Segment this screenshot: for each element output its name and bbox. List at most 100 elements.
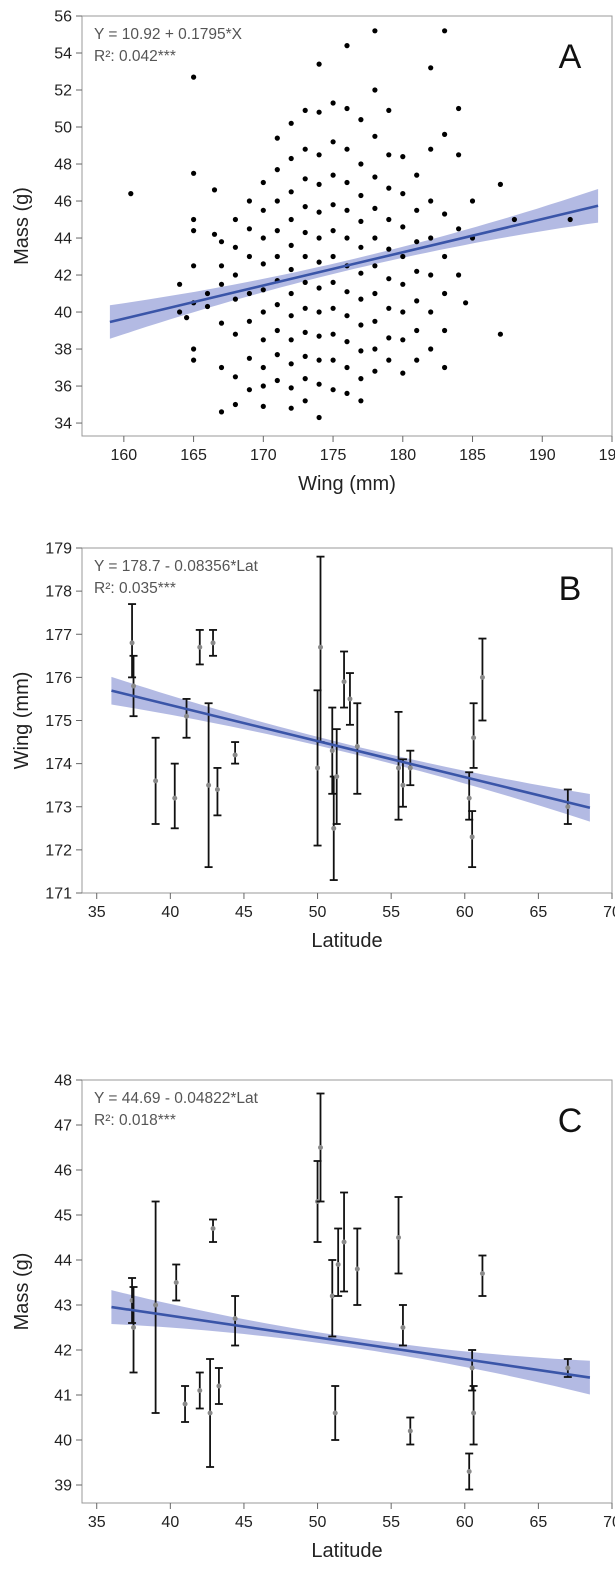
error-bar bbox=[195, 629, 204, 666]
data-point bbox=[191, 216, 197, 223]
data-point bbox=[260, 337, 266, 343]
error-bar bbox=[129, 654, 138, 718]
data-point bbox=[260, 261, 266, 267]
regression-equation: Y = 44.69 - 0.04822*Lat bbox=[94, 1090, 259, 1107]
data-point bbox=[288, 120, 294, 126]
x-tick-label: 55 bbox=[382, 904, 400, 921]
mean-marker bbox=[331, 825, 337, 831]
x-tick-label: 40 bbox=[161, 1514, 179, 1531]
data-point bbox=[428, 309, 434, 315]
x-tick-label: 35 bbox=[88, 904, 106, 921]
mean-marker bbox=[354, 743, 360, 749]
data-point bbox=[191, 263, 197, 269]
data-point bbox=[344, 105, 350, 112]
mean-marker bbox=[469, 1365, 475, 1371]
data-point bbox=[177, 309, 183, 315]
data-point bbox=[372, 368, 378, 374]
data-point bbox=[386, 357, 392, 363]
mean-marker bbox=[329, 1293, 335, 1299]
x-tick-label: 50 bbox=[309, 1514, 327, 1531]
data-point bbox=[246, 318, 252, 324]
mean-marker bbox=[232, 1316, 238, 1321]
r-squared-label: R²: 0.035*** bbox=[94, 580, 176, 597]
y-tick-label: 47 bbox=[54, 1118, 72, 1135]
data-point bbox=[191, 74, 197, 80]
error-bar bbox=[469, 702, 478, 769]
x-axis-label: Latitude bbox=[311, 930, 382, 952]
x-axis: 35 40 45 50 55 60 65 70 bbox=[88, 893, 615, 921]
x-axis-label: Wing (mm) bbox=[298, 473, 396, 495]
panel-letter: A bbox=[559, 38, 582, 76]
data-point bbox=[400, 337, 406, 343]
data-point bbox=[191, 357, 197, 363]
x-tick-label: 50 bbox=[309, 904, 327, 921]
data-point bbox=[246, 198, 252, 204]
data-point bbox=[191, 346, 197, 352]
y-tick-label: 48 bbox=[54, 157, 72, 174]
error-bar bbox=[394, 710, 403, 821]
y-axis: 39 40 41 42 43 44 45 46 47 48 bbox=[54, 1073, 82, 1495]
mean-marker bbox=[400, 782, 406, 788]
mean-marker bbox=[479, 1271, 485, 1276]
data-point bbox=[372, 205, 378, 211]
data-point bbox=[330, 228, 336, 234]
data-point bbox=[288, 405, 294, 411]
x-tick-label: 195 bbox=[599, 447, 615, 464]
data-point bbox=[511, 216, 517, 223]
data-point bbox=[218, 320, 225, 326]
data-point bbox=[358, 244, 364, 250]
error-bar bbox=[406, 749, 415, 787]
data-point bbox=[316, 181, 322, 187]
regression-equation: Y = 10.92 + 0.1795*X bbox=[94, 26, 243, 43]
data-point bbox=[344, 364, 350, 371]
data-point bbox=[358, 322, 364, 328]
regression-line bbox=[109, 204, 599, 324]
mean-marker bbox=[207, 1410, 213, 1416]
x-tick-label: 70 bbox=[603, 1514, 615, 1531]
x-tick-label: 180 bbox=[389, 447, 416, 464]
error-bar bbox=[465, 1452, 474, 1491]
x-axis: 35 40 45 50 55 60 65 70 bbox=[88, 1503, 615, 1531]
data-point bbox=[428, 198, 434, 204]
y-axis: 171 172 173 174 175 176 177 178 179 bbox=[45, 541, 82, 903]
data-point bbox=[316, 414, 322, 421]
data-point bbox=[302, 253, 308, 260]
data-point bbox=[386, 216, 392, 223]
x-tick-label: 55 bbox=[382, 1514, 400, 1531]
data-point bbox=[288, 385, 294, 391]
error-bar bbox=[231, 741, 240, 765]
data-point bbox=[442, 211, 448, 217]
data-point bbox=[128, 191, 134, 197]
data-point bbox=[232, 244, 238, 250]
data-point bbox=[358, 192, 364, 199]
data-point bbox=[232, 272, 238, 278]
mean-marker bbox=[329, 748, 335, 754]
data-point bbox=[316, 357, 322, 363]
data-point bbox=[414, 239, 420, 245]
data-point bbox=[274, 352, 280, 358]
data-point bbox=[442, 131, 448, 137]
y-tick-label: 41 bbox=[54, 1388, 72, 1405]
mean-marker bbox=[184, 713, 190, 719]
y-tick-label: 174 bbox=[45, 756, 72, 773]
data-point bbox=[428, 146, 434, 152]
data-point bbox=[330, 100, 336, 106]
data-point bbox=[316, 235, 322, 241]
data-point bbox=[260, 309, 266, 315]
data-point bbox=[211, 187, 218, 193]
y-tick-label: 44 bbox=[54, 1253, 72, 1270]
error-bar bbox=[209, 1218, 218, 1243]
data-point bbox=[316, 109, 322, 115]
y-tick-label: 42 bbox=[54, 1343, 72, 1360]
data-point bbox=[400, 309, 406, 315]
data-point bbox=[442, 253, 448, 260]
data-point bbox=[288, 337, 294, 343]
data-point bbox=[463, 300, 469, 306]
data-point bbox=[316, 209, 322, 215]
data-point bbox=[414, 172, 420, 178]
data-point bbox=[372, 235, 378, 241]
data-point bbox=[330, 253, 336, 260]
error-bar bbox=[469, 1385, 478, 1446]
data-point bbox=[260, 179, 266, 186]
x-tick-label: 40 bbox=[161, 904, 179, 921]
